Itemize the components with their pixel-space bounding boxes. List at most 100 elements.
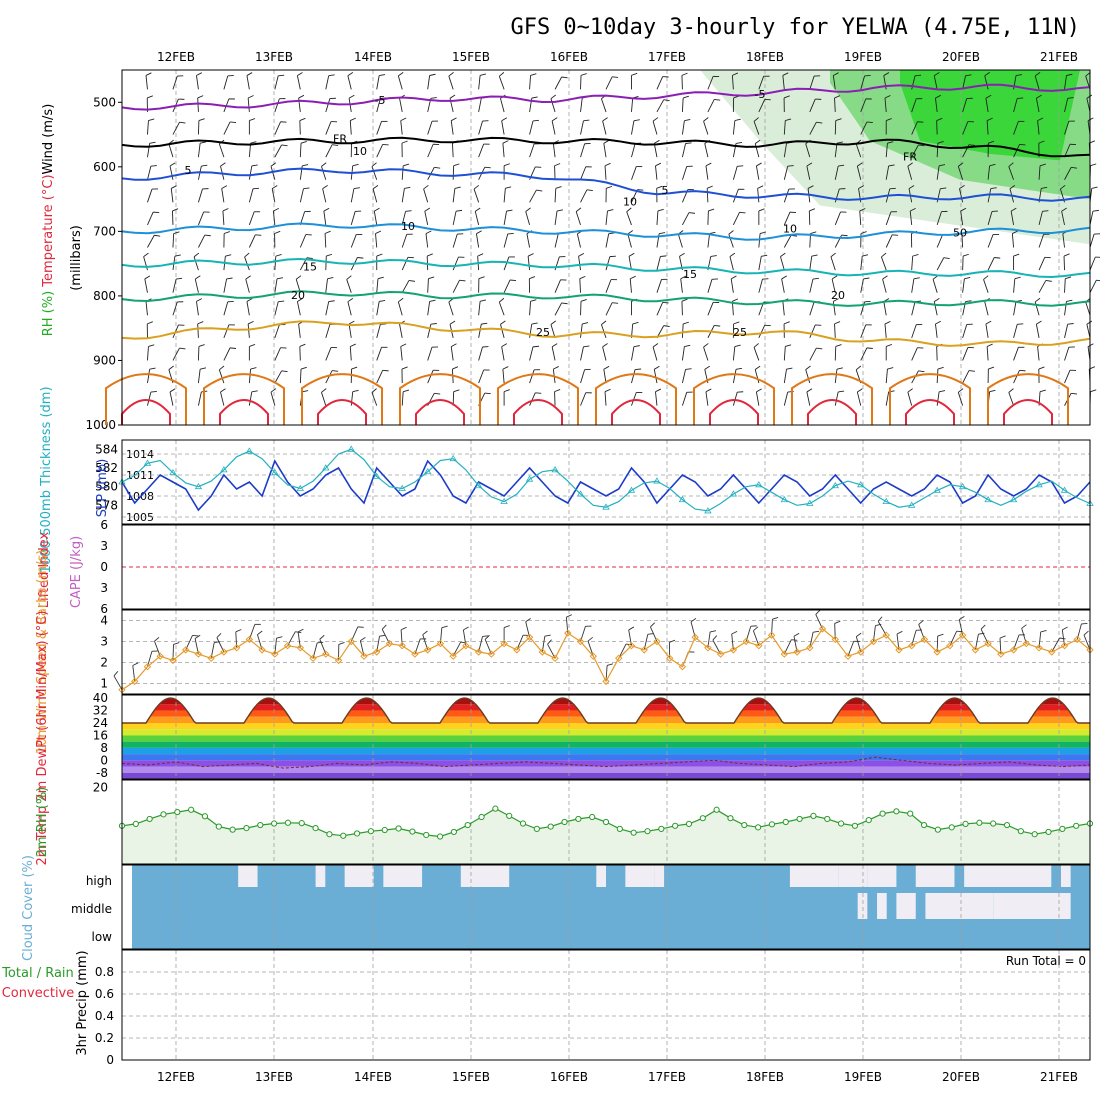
- wind-barb: [1013, 278, 1016, 293]
- high-cloud-gap: [238, 865, 258, 887]
- surface-wind-barb-flag: [980, 624, 986, 630]
- cloud-ylabel-part: Cloud Cover (%): [21, 855, 36, 961]
- wind-barb: [907, 392, 913, 406]
- wind-barb: [962, 324, 968, 338]
- wind-barb: [478, 346, 483, 361]
- wind-barb: [500, 98, 505, 113]
- wind-barb-flag: [249, 343, 256, 347]
- high-cloud-gap: [838, 865, 868, 887]
- wind-speed-marker: [551, 654, 559, 663]
- wind-barb: [1064, 347, 1070, 361]
- wind-speed-marker: [525, 633, 534, 642]
- wind-barb-flag: [484, 392, 491, 395]
- wind-barb: [529, 301, 532, 316]
- wind-barb-flag: [986, 343, 993, 347]
- wind-barb: [373, 211, 378, 225]
- wind-barb: [631, 120, 635, 135]
- wind-barb: [809, 301, 815, 316]
- rh2m-marker: [727, 815, 734, 822]
- run-total-label: Run Total = 0: [1006, 954, 1086, 968]
- wind-barb-flag: [531, 96, 538, 99]
- wind-barb: [529, 346, 534, 361]
- wind-speed-marker: [742, 637, 750, 646]
- surface-wind-barb-flag: [856, 632, 862, 637]
- wind-barb: [1064, 98, 1069, 113]
- wind-barb: [783, 143, 787, 158]
- wind-barb: [349, 120, 352, 135]
- wind-barb: [580, 120, 584, 135]
- wind-barb-flag: [841, 234, 848, 237]
- wind-barb-flag: [430, 323, 437, 325]
- wind-barb-flag: [579, 275, 586, 280]
- wind-barb: [1089, 280, 1097, 293]
- upper-air-ylabel-part: Temperature (°C): [41, 174, 56, 287]
- wind-barb-flag: [200, 141, 207, 144]
- wind-barb-flag: [918, 144, 925, 147]
- wind-barb-flag: [398, 72, 404, 77]
- wind-barb: [1013, 98, 1018, 113]
- wind-barb: [580, 166, 587, 180]
- wind-speed-marker: [895, 646, 903, 654]
- wind-barb-flag: [604, 162, 611, 167]
- wind-speed-marker: [436, 639, 445, 648]
- bottom-date-tick: 16FEB: [550, 1070, 588, 1084]
- wind-barb-flag: [229, 121, 237, 124]
- wind-barb-flag: [1019, 369, 1026, 372]
- surface-wind-barb-flag: [813, 630, 820, 633]
- wind-barb-flag: [1019, 143, 1026, 146]
- chart-title: GFS 0~10day 3-hourly for YELWA (4.75E, 1…: [510, 15, 1080, 40]
- wind-barb: [860, 98, 867, 113]
- wind-ylabel: 10m Wind Speed & Barbs (m/s): [35, 550, 50, 755]
- wind-barb: [882, 279, 887, 293]
- wind-speed-marker: [831, 635, 839, 644]
- surface-wind-barb-flag: [1021, 624, 1027, 629]
- wind-speed-tick: 3: [100, 635, 108, 649]
- wind-barb: [705, 165, 709, 180]
- precip-tick: 0.2: [95, 1031, 114, 1045]
- surface-wind-barb-flag: [194, 634, 201, 639]
- wind-speed-tick: 2: [100, 656, 108, 670]
- wind-barb: [198, 234, 206, 248]
- wind-speed-marker: [1009, 646, 1018, 654]
- wind-barb: [729, 256, 734, 271]
- wind-barb-flag: [403, 389, 410, 393]
- wind-barb-flag: [838, 164, 845, 167]
- surface-temp-contour: [203, 373, 285, 425]
- thickness-ylabel: 1000-500mb Thickness (dm): [39, 386, 54, 573]
- wind-barb: [147, 188, 153, 203]
- wind-barb: [478, 301, 481, 316]
- wind-barb-flag: [680, 275, 687, 280]
- rh2m-marker: [893, 808, 900, 815]
- wind-speed-marker: [869, 637, 878, 646]
- wind-barb-flag: [1096, 279, 1100, 282]
- wind-barb-flag: [499, 297, 505, 303]
- surface-temp-contour: [1003, 399, 1053, 425]
- wind-barb-flag: [735, 367, 743, 370]
- wind-barb-flag: [758, 208, 765, 212]
- surface-temp-contour: [595, 373, 677, 425]
- wind-barb-flag: [764, 324, 771, 327]
- wind-barb-flag: [346, 275, 352, 280]
- wind-barb: [450, 120, 454, 135]
- wind-barb: [172, 278, 177, 293]
- wind-speed-marker: [653, 637, 661, 646]
- wind-speed-marker: [576, 637, 585, 646]
- wind-barb-flag: [833, 72, 839, 76]
- upper-air-unit-label-part: (millibars): [69, 225, 84, 291]
- wind-barb-flag: [297, 298, 303, 302]
- wind-barb: [783, 391, 789, 406]
- wind-barb: [503, 233, 509, 248]
- wind-barb: [834, 165, 839, 180]
- wind-barb-flag: [857, 162, 863, 167]
- wind-barb: [911, 75, 916, 90]
- wind-barb: [552, 143, 556, 158]
- wind-speed-marker: [271, 650, 279, 658]
- surface-temp-contour: [987, 373, 1069, 425]
- surface-wind-barb-flag: [896, 630, 903, 635]
- thickness-marker: [245, 447, 254, 454]
- wind-barb: [401, 234, 408, 248]
- pressure-tick: 1000: [85, 418, 116, 432]
- wind-frame: [121, 609, 1091, 695]
- surface-wind-barb-flag: [525, 618, 531, 623]
- wind-barb-flag: [1008, 162, 1014, 167]
